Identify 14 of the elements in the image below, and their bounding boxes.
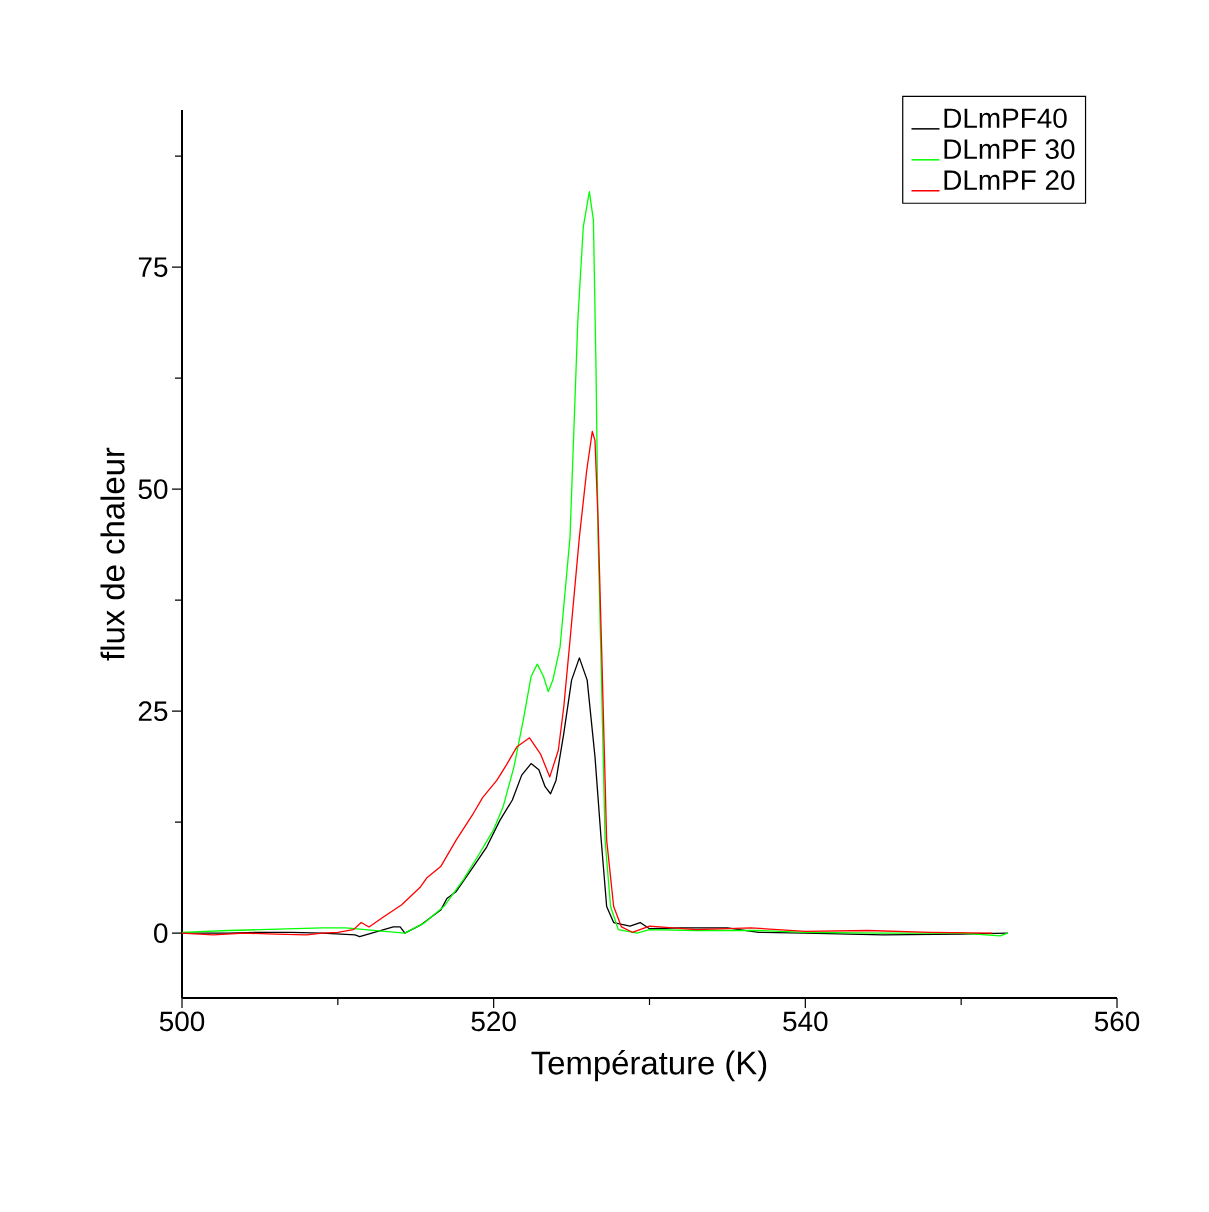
x-tick-label: 540 bbox=[783, 1011, 828, 1032]
y-axis-title: flux de chaleur bbox=[100, 447, 125, 661]
legend-label: DLmPF40 bbox=[944, 108, 1067, 129]
x-tick-label: 500 bbox=[159, 1011, 205, 1032]
y-tick-label: 75 bbox=[138, 257, 168, 277]
legend-label: DLmPF 20 bbox=[944, 170, 1075, 191]
line-series bbox=[181, 430, 993, 936]
y-tick-label: 25 bbox=[138, 701, 168, 722]
legend-label: DLmPF 30 bbox=[944, 139, 1075, 160]
x-tick-label: 560 bbox=[1094, 1011, 1140, 1032]
y-tick-label: 50 bbox=[138, 479, 168, 500]
x-axis-title: Température (K) bbox=[531, 1050, 767, 1082]
x-tick-label: 520 bbox=[471, 1011, 516, 1032]
y-tick-label: 0 bbox=[154, 923, 168, 944]
